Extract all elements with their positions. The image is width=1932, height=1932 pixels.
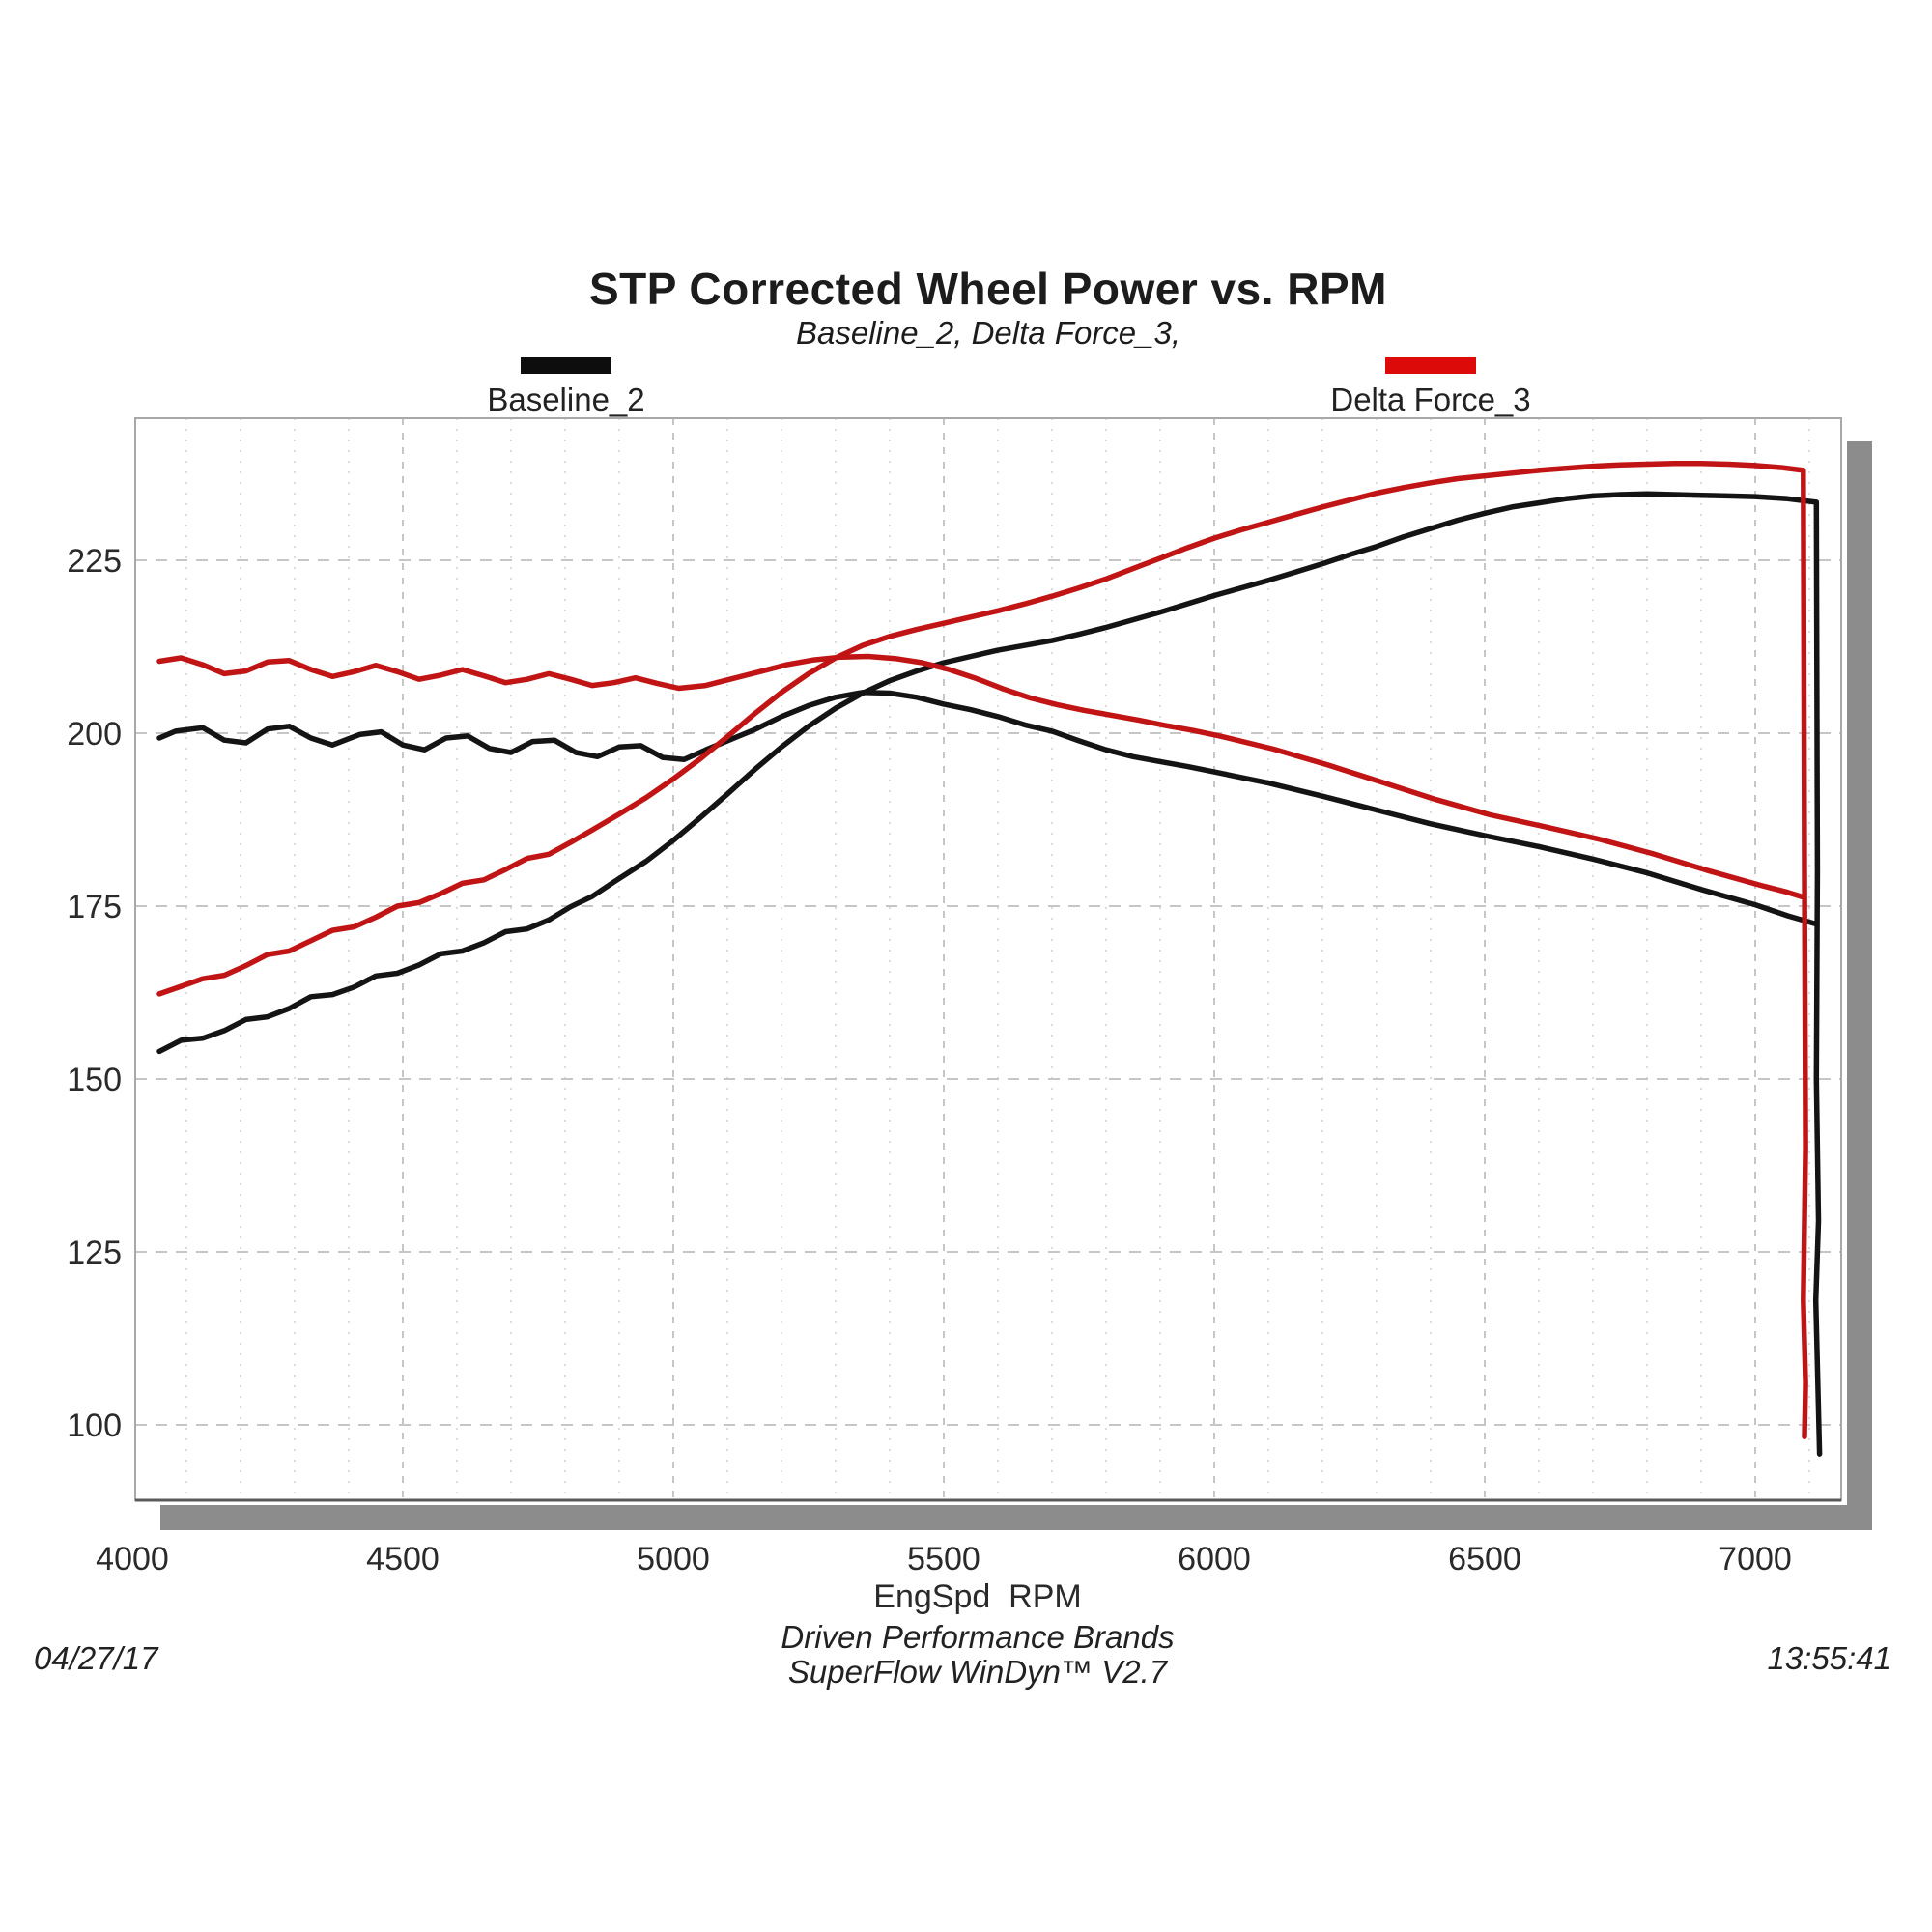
legend-swatch-delta-force — [1385, 357, 1476, 374]
run-time: 13:55:41 — [1767, 1640, 1891, 1676]
footer-brand-line: Driven Performance Brands — [781, 1619, 1175, 1655]
series-1 — [156, 690, 1820, 927]
svg-text:100: 100 — [67, 1407, 122, 1444]
series-3 — [156, 653, 1806, 900]
legend-item-delta-force: Delta Force_3 — [1286, 357, 1576, 418]
plot-background — [135, 418, 1841, 1500]
legend-label-baseline: Baseline_2 — [487, 382, 645, 417]
svg-text:5000: 5000 — [637, 1541, 710, 1577]
svg-text:150: 150 — [67, 1062, 122, 1098]
footer-software-line: SuperFlow WinDyn™ V2.7 — [787, 1654, 1168, 1690]
curves — [156, 461, 1823, 1457]
page-title: STP Corrected Wheel Power vs. RPM — [589, 264, 1387, 314]
svg-text:5500: 5500 — [907, 1541, 980, 1577]
svg-text:200: 200 — [67, 716, 122, 753]
svg-text:6000: 6000 — [1178, 1541, 1251, 1577]
series-2 — [156, 461, 1808, 1439]
run-date: 04/27/17 — [34, 1640, 158, 1676]
series-0 — [156, 491, 1823, 1457]
legend-swatch-baseline — [521, 357, 611, 374]
x-axis-title: EngSpd RPM — [873, 1578, 1082, 1615]
gridlines — [135, 418, 1841, 1500]
page-subtitle: Baseline_2, Delta Force_3, — [795, 315, 1181, 351]
chart-shadow-right — [1847, 441, 1872, 1530]
svg-text:225: 225 — [67, 543, 122, 580]
svg-text:175: 175 — [67, 889, 122, 925]
svg-text:125: 125 — [67, 1235, 122, 1271]
legend-label-delta-force: Delta Force_3 — [1330, 382, 1531, 417]
tick-labels: 4000 4500 5000 5500 6000 6500 7000 100 125 150 175… — [67, 543, 1792, 1577]
legend-item-baseline: Baseline_2 — [421, 357, 711, 418]
svg-text:6500: 6500 — [1448, 1541, 1521, 1577]
svg-text:4500: 4500 — [366, 1541, 440, 1577]
svg-text:4000: 4000 — [96, 1541, 169, 1577]
svg-text:7000: 7000 — [1719, 1541, 1792, 1577]
chart-shadow-bottom — [160, 1505, 1872, 1530]
